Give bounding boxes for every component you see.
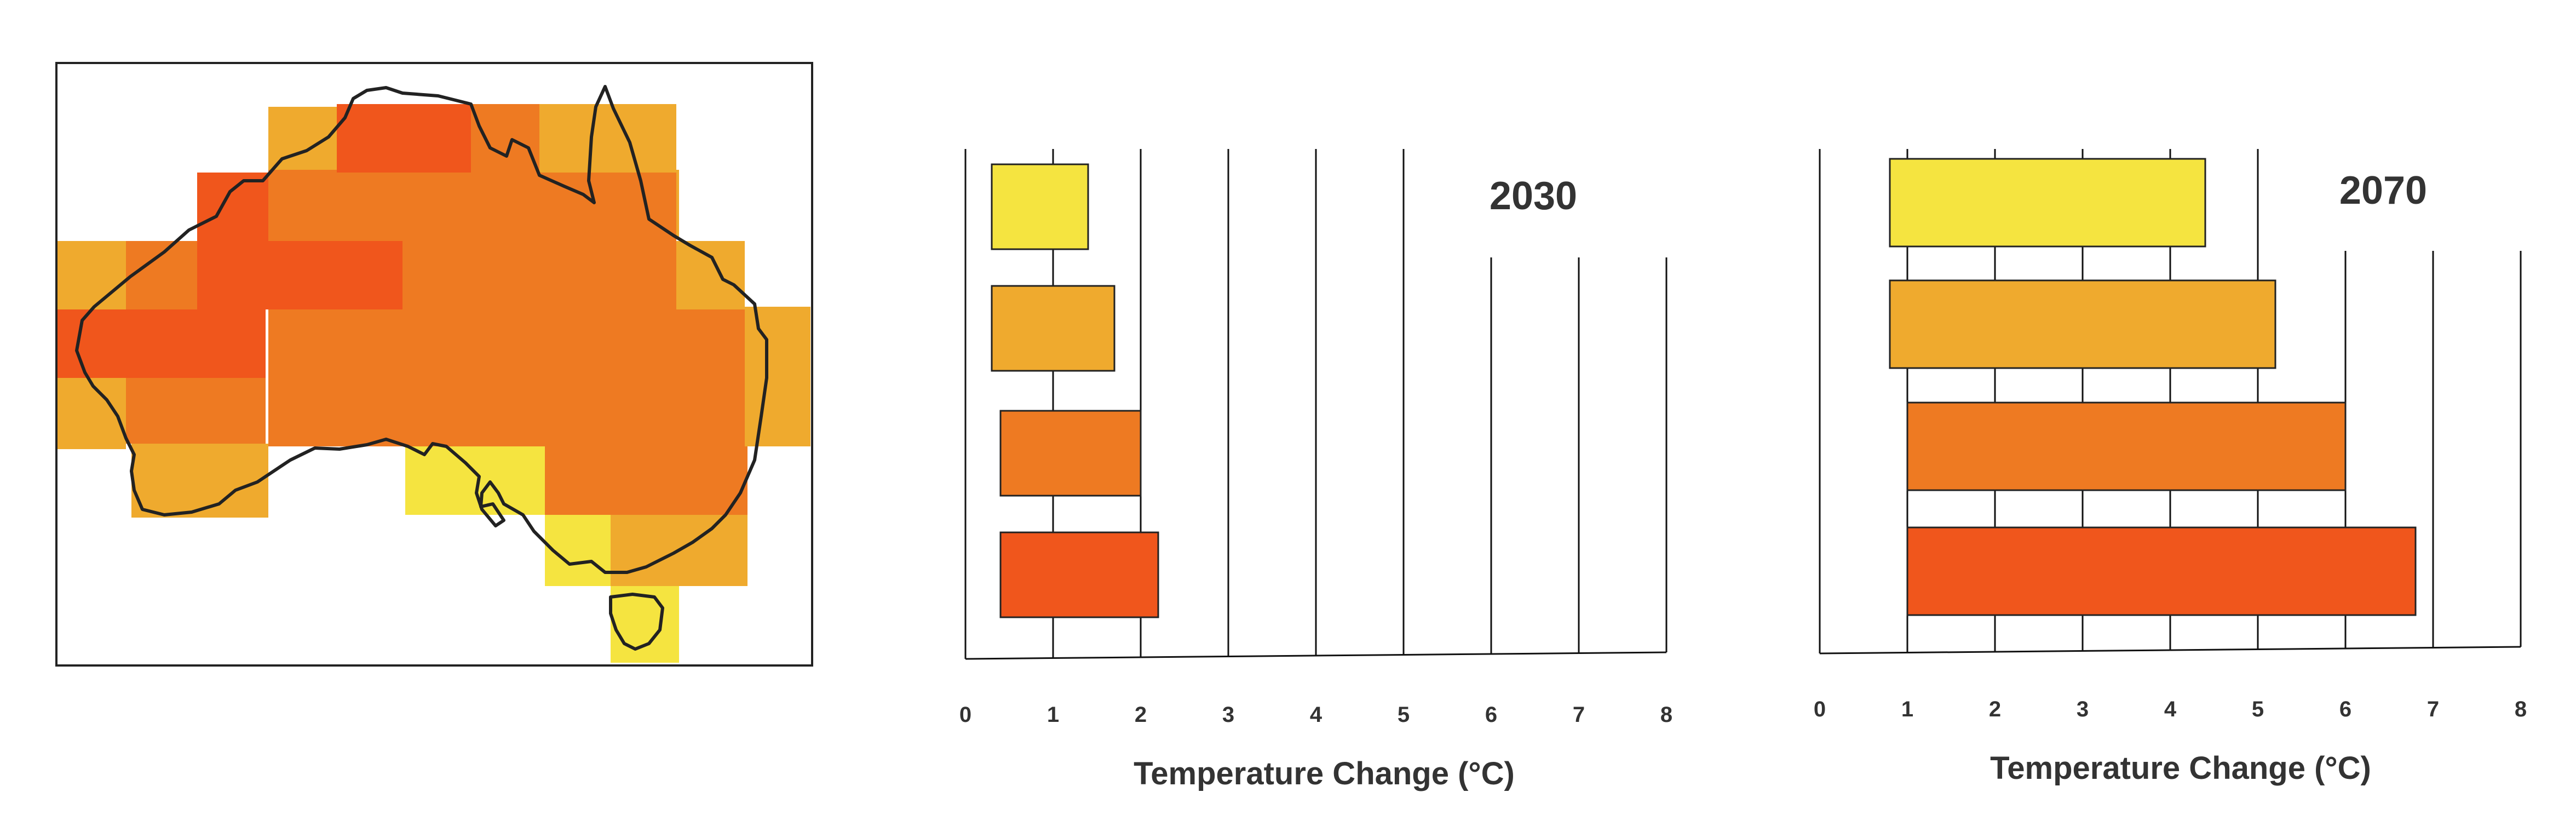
map-cell	[676, 309, 745, 446]
map-cell	[197, 241, 268, 309]
x-tick-label: 8	[1660, 703, 1672, 727]
bars-2070	[1889, 158, 2417, 616]
chart-2030: 0 1 2 3 4 5 6 7 8 2030 Temperature Change (°C)	[959, 149, 1672, 791]
x-tick-label: 7	[2427, 697, 2439, 721]
chart-title-2070: 2070	[2339, 169, 2427, 213]
map-cell	[545, 446, 748, 515]
range-bar	[1906, 526, 2417, 616]
range-bar	[1889, 279, 2276, 369]
map-cell	[268, 309, 405, 446]
map-cell	[131, 444, 268, 518]
australia-coastline	[75, 85, 768, 574]
x-tick-label: 0	[959, 703, 971, 727]
x-tick-label: 2	[1989, 697, 2001, 721]
map-cell	[471, 104, 539, 175]
map-cell	[545, 515, 611, 586]
range-bar	[999, 410, 1142, 497]
x-tick-label: 6	[1485, 703, 1497, 727]
map-cell	[126, 309, 266, 378]
range-bar	[1906, 401, 2347, 491]
range-bar	[991, 163, 1089, 250]
x-axis-line	[965, 651, 1667, 660]
bars-2030	[991, 163, 1159, 618]
chart-title-2030: 2030	[1490, 174, 1577, 218]
map-cell	[539, 104, 676, 173]
tasmania-outline	[609, 593, 664, 651]
x-tick-label: 3	[2077, 697, 2089, 721]
x-tick-label: 3	[1222, 703, 1234, 727]
x-tick-label: 5	[2252, 697, 2264, 721]
map-cell	[268, 241, 403, 309]
x-axis-label-2030: Temperature Change (°C)	[1134, 756, 1515, 791]
x-tick-labels-2070: 0 1 2 3 4 5 6 7 8	[1814, 697, 2527, 721]
map-cell	[268, 170, 337, 241]
map-cell	[58, 309, 126, 378]
map-cell	[611, 586, 679, 663]
x-tick-label: 0	[1814, 697, 1826, 721]
range-bar	[991, 285, 1116, 372]
chart-2070: 0 1 2 3 4 5 6 7 8 2070 Temperature Change (°C)	[1814, 149, 2527, 786]
map-cell	[745, 307, 810, 446]
map-cell	[58, 241, 126, 309]
x-tick-label: 8	[2515, 697, 2527, 721]
map-cell	[405, 446, 545, 515]
map-cell	[126, 378, 266, 444]
map-cell	[126, 241, 197, 309]
map-cell	[676, 241, 745, 309]
x-tick-label: 2	[1135, 703, 1147, 727]
x-tick-label: 4	[2164, 697, 2177, 721]
map-cell	[197, 173, 268, 241]
map-frame	[55, 62, 813, 667]
x-tick-label: 5	[1398, 703, 1410, 727]
range-bar	[1889, 158, 2206, 248]
map-cell	[403, 173, 676, 446]
x-tick-label: 1	[1901, 697, 1913, 721]
x-axis-line	[1819, 646, 2521, 655]
australia-warming-map	[55, 62, 813, 667]
range-bar	[999, 531, 1159, 618]
x-tick-labels-2030: 0 1 2 3 4 5 6 7 8	[959, 703, 1672, 727]
x-tick-label: 4	[1310, 703, 1323, 727]
map-cell	[337, 104, 471, 173]
map-grid-cells	[58, 104, 810, 663]
x-tick-label: 6	[2339, 697, 2351, 721]
x-tick-label: 1	[1047, 703, 1059, 727]
x-axis-label-2070: Temperature Change (°C)	[1990, 750, 2371, 786]
x-tick-label: 7	[1573, 703, 1585, 727]
